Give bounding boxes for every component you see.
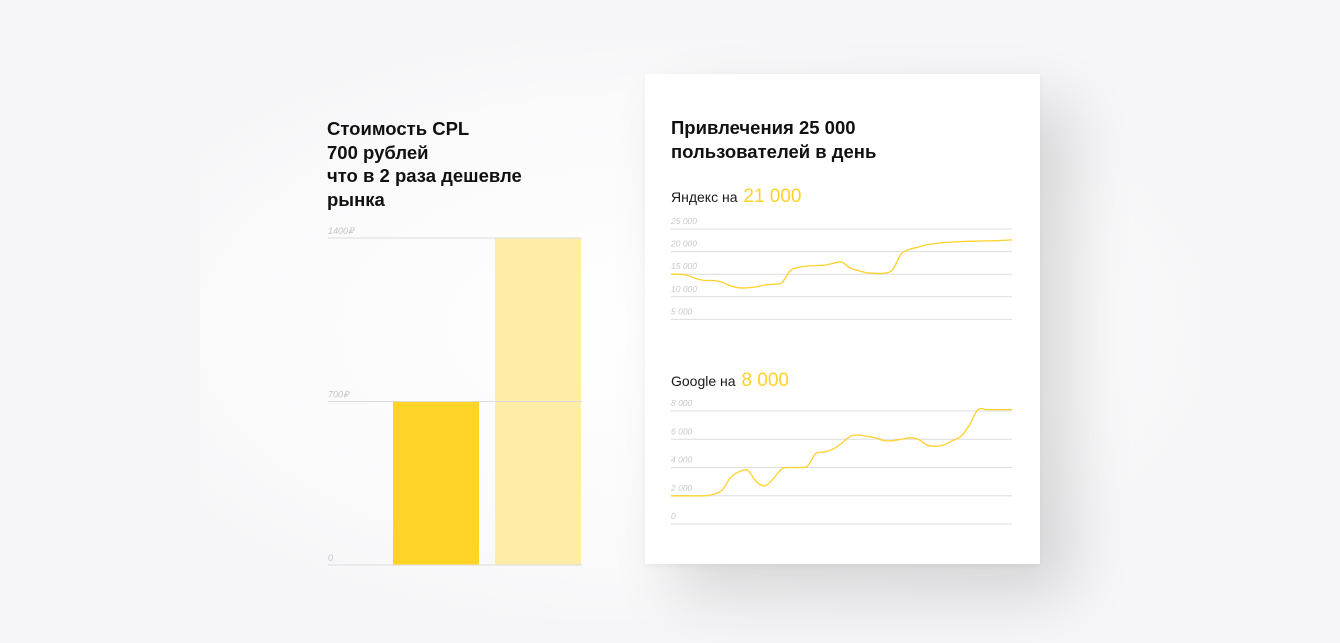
users-card-title: Привлечения 25 000 пользователей в день — [671, 116, 1001, 164]
y-tick-label: 10 000 — [671, 284, 697, 294]
y-tick-label: 4 000 — [671, 455, 693, 465]
y-tick-label: 1400₽ — [328, 226, 355, 236]
y-tick-label: 20 000 — [670, 239, 697, 249]
y-tick-label: 2 000 — [670, 483, 693, 493]
users-card: Привлечения 25 000 пользователей в день … — [645, 74, 1040, 564]
yandex-subtitle: Яндекс на 21 000 — [671, 186, 802, 208]
google-line-chart: 0 2 000 4 000 6 000 8 000 — [670, 398, 1012, 525]
y-tick-label: 15 000 — [671, 261, 697, 271]
cpl-title: Стоимость CPL 700 рублей что в 2 раза де… — [327, 117, 607, 211]
users-title-line: Привлечения 25 000 — [671, 117, 856, 138]
google-series-line — [670, 407, 1012, 497]
google-value: 8 000 — [741, 370, 789, 391]
users-title-line: пользователей в день — [671, 141, 877, 162]
yandex-value: 21 000 — [743, 186, 802, 207]
cpl-title-line: 700 рублей — [327, 141, 429, 163]
yandex-label: Яндекс на — [671, 189, 738, 205]
y-tick-label: 0 — [671, 511, 676, 521]
y-tick-label: 700₽ — [328, 390, 350, 400]
bar — [393, 401, 479, 565]
yandex-series-line — [670, 239, 1013, 289]
y-tick-label: 5 000 — [671, 306, 693, 316]
cpl-title-line: что в 2 раза дешевле — [327, 165, 522, 186]
y-tick-label: 25 000 — [670, 216, 697, 226]
yandex-line-chart: 5 000 10 000 15 000 20 000 25 000 — [670, 216, 1013, 320]
cpl-title-line: рынка — [327, 188, 385, 210]
y-tick-label: 6 000 — [671, 426, 693, 436]
google-label: Google на — [671, 373, 736, 389]
cpl-title-line: Стоимость CPL — [327, 118, 470, 139]
google-subtitle: Google на 8 000 — [671, 370, 789, 392]
y-tick-label: 0 — [328, 553, 333, 563]
cpl-bar-chart: 0 700₽ 1400₽ — [328, 226, 582, 566]
y-tick-label: 8 000 — [671, 398, 693, 408]
